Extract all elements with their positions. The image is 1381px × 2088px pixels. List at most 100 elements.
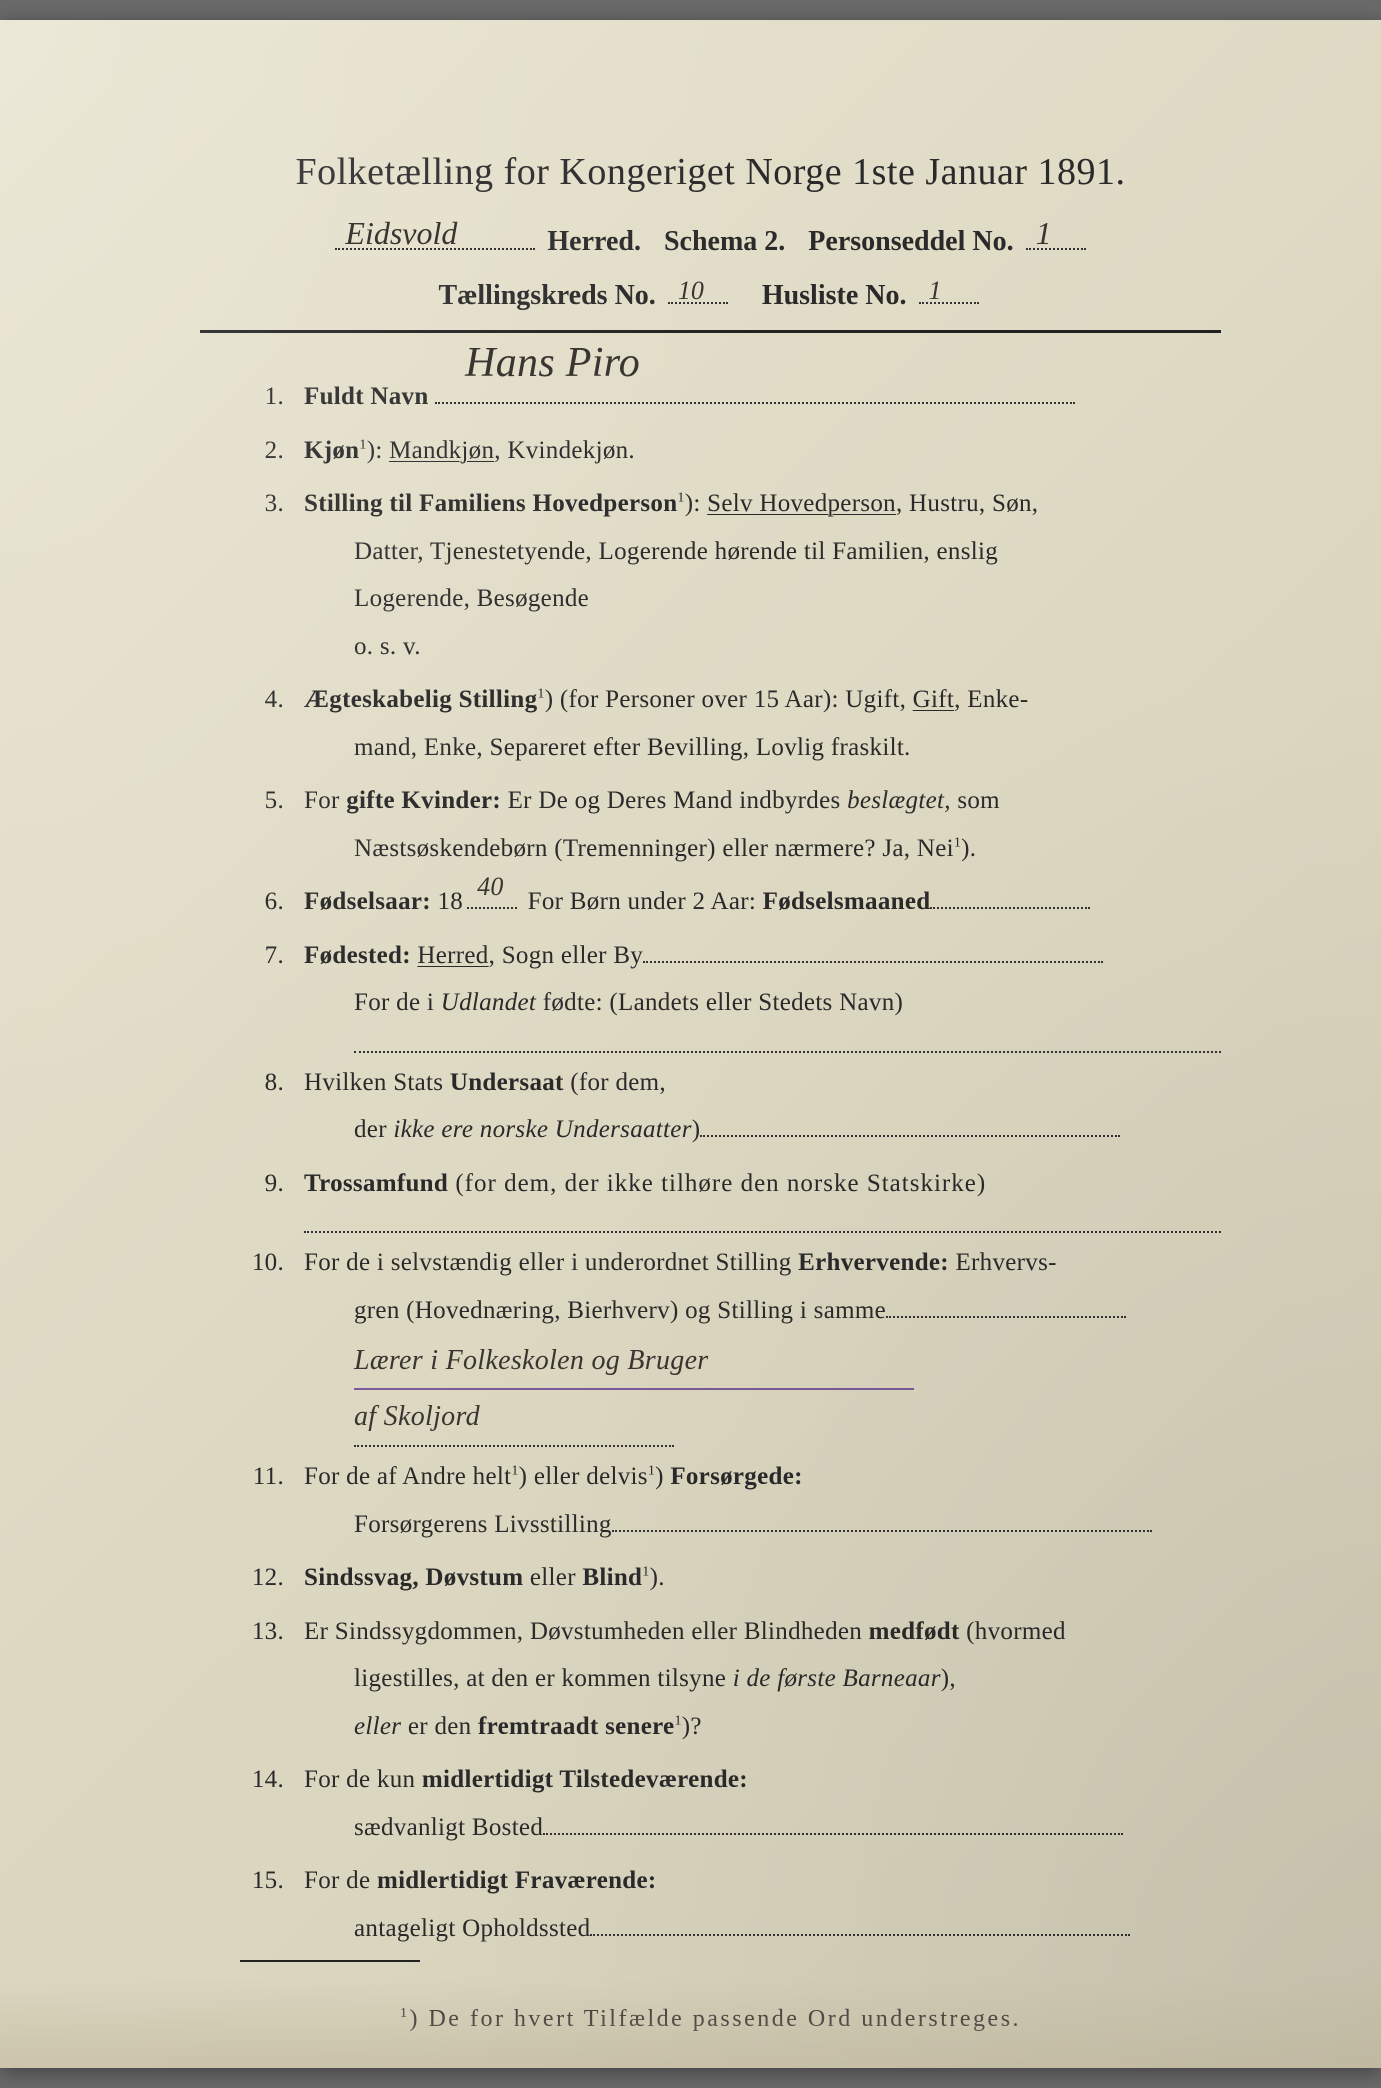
- q3-line3: Logerende, Besøgende: [304, 575, 1221, 623]
- item-body: Fødselsaar: 1840 For Børn under 2 Aar: F…: [304, 878, 1221, 926]
- q9-b: (for dem, der ikke tilhøre den norske St…: [448, 1170, 986, 1197]
- schema-label: Schema 2.: [664, 226, 785, 258]
- q3-rest: ):: [685, 490, 707, 517]
- q14-a: For de kun: [304, 1766, 422, 1793]
- q9-a: Trossamfund: [304, 1170, 448, 1197]
- q4-sup: 1: [537, 687, 544, 702]
- q8-b: Undersaat: [450, 1069, 564, 1096]
- q11-line2: Forsørgerens Livsstilling: [304, 1501, 1221, 1549]
- q6-b: 18: [431, 888, 463, 915]
- q6-year-field: 40: [467, 884, 517, 909]
- item-11: 11. For de af Andre helt1) eller delvis1…: [240, 1453, 1221, 1548]
- q7-a: Fødested:: [304, 942, 417, 969]
- footnote-divider: [240, 1960, 420, 1962]
- title-line: Folketælling for Kongeriget Norge 1ste J…: [200, 150, 1221, 194]
- item-body: For de kun midlertidigt Tilstedeværende:…: [304, 1756, 1221, 1851]
- item-5: 5. For gifte Kvinder: Er De og Deres Man…: [240, 777, 1221, 872]
- paper-stain: [0, 1978, 1381, 2068]
- item-body: For de midlertidigt Fraværende: antageli…: [304, 1857, 1221, 1952]
- q14-line2: sædvanligt Bosted: [304, 1804, 1221, 1852]
- item-num: 6.: [240, 878, 304, 926]
- item-12: 12. Sindssvag, Døvstum eller Blind1).: [240, 1554, 1221, 1602]
- q10-a: For de i selvstændig eller i underordnet…: [304, 1249, 798, 1276]
- q3-opt-selv: Selv Hovedperson: [707, 490, 896, 517]
- item-body: For gifte Kvinder: Er De og Deres Mand i…: [304, 777, 1221, 872]
- item-13: 13. Er Sindssygdommen, Døvstumheden elle…: [240, 1608, 1221, 1751]
- q3-sup: 1: [677, 491, 684, 506]
- item-num: 1.: [240, 373, 304, 421]
- q7-line2: For de i Udlandet fødte: (Landets eller …: [304, 979, 1221, 1027]
- q2-label: Kjøn: [304, 437, 359, 464]
- census-form-page: Folketælling for Kongeriget Norge 1ste J…: [0, 20, 1381, 2068]
- personseddel-label: Personseddel No.: [808, 226, 1013, 258]
- item-num: 3.: [240, 480, 304, 670]
- husliste-handwriting: 1: [929, 276, 942, 306]
- q5-c: Er De og Deres Mand indbyrdes: [501, 787, 847, 814]
- q13-line2: ligestilles, at den er kommen tilsyne i …: [304, 1655, 1221, 1703]
- q5-line2: Næstsøskendebørn (Tremenninger) eller næ…: [304, 825, 1221, 873]
- q4-label: Ægteskabelig Stilling: [304, 686, 537, 713]
- item-num: 4.: [240, 676, 304, 771]
- q15-field: [590, 1934, 1130, 1936]
- q10-hw-line2: af Skoljord: [304, 1390, 1221, 1447]
- q11-a: For de af Andre helt: [304, 1463, 511, 1490]
- q10-c: Erhvervs-: [949, 1249, 1057, 1276]
- personseddel-field: 1: [1026, 222, 1086, 250]
- item-body: For de i selvstændig eller i underordnet…: [304, 1239, 1221, 1447]
- herred-field: Eidsvold: [335, 222, 535, 250]
- q10-b: Erhvervende:: [798, 1249, 949, 1276]
- q1-label: Fuldt Navn: [304, 383, 429, 410]
- item-body: Kjøn1): Mandkjøn, Kvindekjøn.: [304, 427, 1221, 475]
- q11-b: ) eller delvis: [519, 1463, 648, 1490]
- q11-field: [612, 1530, 1152, 1532]
- q15-b: midlertidigt Fraværende:: [377, 1867, 657, 1894]
- q4-mid: ) (for Personer over 15 Aar): Ugift,: [545, 686, 913, 713]
- q1-handwriting: Hans Piro: [465, 324, 640, 404]
- item-2: 2. Kjøn1): Mandkjøn, Kvindekjøn.: [240, 427, 1221, 475]
- header-line-2: Eidsvold Herred. Schema 2. Personseddel …: [200, 222, 1221, 258]
- item-7: 7. Fødested: Herred, Sogn eller By For d…: [240, 932, 1221, 1053]
- husliste-field: 1: [919, 276, 979, 304]
- item-14: 14. For de kun midlertidigt Tilstedevære…: [240, 1756, 1221, 1851]
- item-body: Fødested: Herred, Sogn eller By For de i…: [304, 932, 1221, 1053]
- q5-e: som: [951, 787, 1000, 814]
- q4-line2: mand, Enke, Separeret efter Bevilling, L…: [304, 724, 1221, 772]
- q15-a: For de: [304, 1867, 377, 1894]
- husliste-label: Husliste No.: [762, 280, 907, 312]
- q3-label: Stilling til Familiens Hovedperson: [304, 490, 677, 517]
- item-num: 2.: [240, 427, 304, 475]
- header-divider: [200, 330, 1221, 333]
- personseddel-handwriting: 1: [1036, 215, 1052, 252]
- herred-label: Herred.: [547, 226, 641, 258]
- q6-c: For Børn under 2 Aar:: [521, 888, 763, 915]
- item-4: 4. Ægteskabelig Stilling1) (for Personer…: [240, 676, 1221, 771]
- q3-line2: Datter, Tjenestetyende, Logerende hørend…: [304, 528, 1221, 576]
- q7-field: [643, 961, 1103, 963]
- q15-line2: antageligt Opholdssted: [304, 1905, 1221, 1953]
- q12-c: Blind: [582, 1564, 642, 1591]
- q2-sup: 1: [359, 437, 366, 452]
- q14-field: [543, 1833, 1123, 1835]
- item-num: 11.: [240, 1453, 304, 1548]
- q2-sep: , Kvindekjøn.: [494, 437, 635, 464]
- item-body: Ægteskabelig Stilling1) (for Personer ov…: [304, 676, 1221, 771]
- title-pre: Folketælling for Kongeriget Norge: [295, 151, 842, 193]
- kreds-handwriting: 10: [678, 276, 704, 306]
- q6-year-handwriting: 40: [477, 862, 504, 911]
- item-body: Trossamfund (for dem, der ikke tilhøre d…: [304, 1160, 1221, 1234]
- q3-line1-rest: , Hustru, Søn,: [896, 490, 1038, 517]
- q7-opt-herred: Herred: [417, 942, 488, 969]
- q2-opt-mandkjon: Mandkjøn: [389, 437, 494, 464]
- header-line-3: Tællingskreds No. 10 Husliste No. 1: [200, 276, 1221, 312]
- item-1: 1. Fuldt Navn Hans Piro: [240, 373, 1221, 421]
- q12-a: Sindssvag, Døvstum: [304, 1564, 523, 1591]
- q6-month-field: [930, 907, 1090, 909]
- q13-a: Er Sindssygdommen, Døvstumheden eller Bl…: [304, 1618, 869, 1645]
- q5-d: beslægtet,: [847, 787, 951, 814]
- q14-b: midlertidigt Tilstedeværende:: [422, 1766, 748, 1793]
- q6-a: Fødselsaar:: [304, 888, 431, 915]
- form-items: 1. Fuldt Navn Hans Piro 2. Kjøn1): Mandk…: [200, 373, 1221, 1952]
- q3-line4: o. s. v.: [304, 623, 1221, 671]
- q8-line2: der ikke ere norske Undersaatter): [304, 1106, 1221, 1154]
- item-body: Stilling til Familiens Hovedperson1): Se…: [304, 480, 1221, 670]
